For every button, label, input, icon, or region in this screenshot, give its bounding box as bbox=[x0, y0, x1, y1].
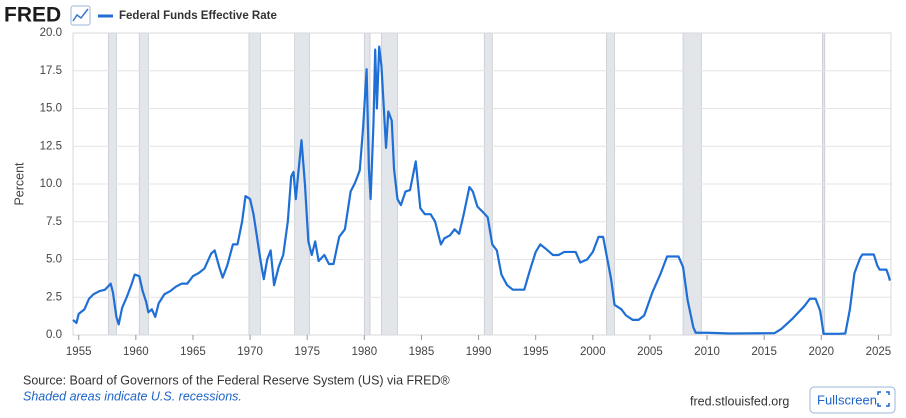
y-tick-label: 5.0 bbox=[46, 254, 62, 266]
x-tick-label: 1985 bbox=[409, 346, 435, 358]
y-tick-label: 15.0 bbox=[40, 103, 62, 115]
source: Source: Board of Governors of the Federa… bbox=[23, 373, 451, 387]
series-line bbox=[72, 45, 891, 335]
x-tick-label: 2000 bbox=[580, 346, 606, 358]
x-tick-label: 2010 bbox=[694, 346, 720, 358]
x-tick-label: 1995 bbox=[523, 346, 549, 358]
y-tick-label: 20.0 bbox=[40, 27, 62, 39]
button-label[interactable]: Fullscreen bbox=[817, 392, 877, 407]
x-tick-label: 1980 bbox=[352, 346, 378, 358]
y-tick-label: 0.0 bbox=[46, 329, 62, 341]
x-tick-label: 2005 bbox=[637, 346, 663, 358]
y-tick-label: 17.5 bbox=[40, 65, 62, 77]
x-tick-label: 1990 bbox=[466, 346, 492, 358]
x-tick-label: 1960 bbox=[123, 346, 149, 358]
fred-logo: FRED bbox=[4, 4, 61, 27]
x-tick-label: 2020 bbox=[809, 346, 835, 358]
button-frame[interactable] bbox=[809, 386, 896, 414]
recession-note: Shaded areas indicate U.S. recessions. bbox=[23, 389, 242, 403]
y-tick-label: 2.5 bbox=[46, 291, 62, 303]
x-tick-label: 1975 bbox=[294, 346, 320, 358]
legend-label: Federal Funds Effective Rate bbox=[119, 10, 277, 22]
fullscreen-icon[interactable] bbox=[877, 391, 890, 407]
plot-frame bbox=[72, 32, 892, 336]
x-tick-label: 2015 bbox=[751, 346, 777, 358]
y-tick-label: 12.5 bbox=[40, 140, 62, 152]
fullscreen-button[interactable]: Fullscreen bbox=[809, 386, 896, 414]
x-tick-label: 2025 bbox=[866, 346, 892, 358]
x-tick-label: 1970 bbox=[237, 346, 263, 358]
y-tick-label: 10.0 bbox=[40, 178, 62, 190]
x-tick-label: 1955 bbox=[66, 346, 92, 358]
plot-area: 0.0 2.5 5.0 7.5 10.0 12.5 15.0 17.5 20.0 1955 1960… bbox=[40, 27, 892, 358]
logo-icon bbox=[70, 5, 91, 26]
y-tick-label: 7.5 bbox=[46, 216, 62, 228]
y-axis-label: Percent bbox=[12, 162, 26, 206]
site-url: fred.stlouisfed.org bbox=[690, 394, 789, 408]
x-tick-label: 1965 bbox=[180, 346, 206, 358]
